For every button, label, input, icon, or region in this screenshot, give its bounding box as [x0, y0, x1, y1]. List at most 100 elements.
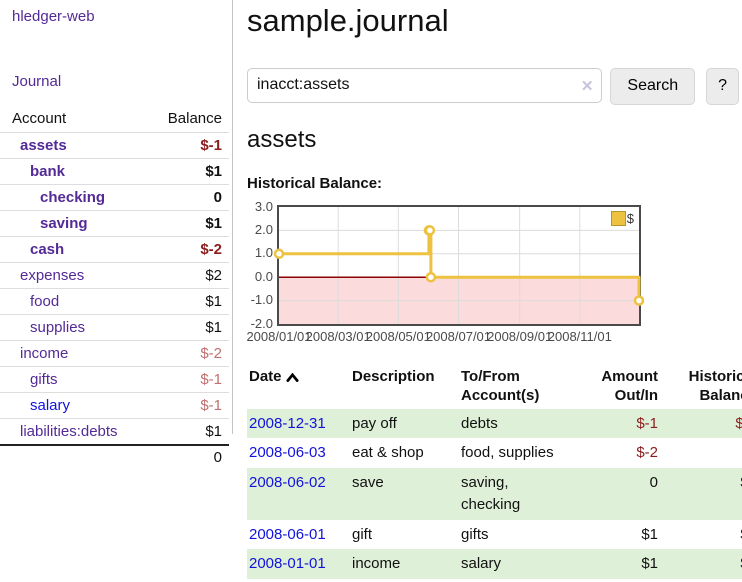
transaction-date-link[interactable]: 2008-06-01: [249, 525, 326, 543]
transaction-description: eat & shop: [352, 444, 424, 462]
account-link[interactable]: bank: [30, 163, 66, 180]
sidebar: hledger-web Journal Account Balance asse…: [0, 0, 233, 469]
accounts-total-row: 0: [0, 444, 229, 469]
search-bar: ✕ Search ?: [247, 67, 739, 105]
account-link[interactable]: supplies: [30, 319, 86, 336]
account-link[interactable]: liabilities:debts: [20, 423, 118, 440]
transaction-amount: $-2: [636, 444, 658, 462]
account-link[interactable]: checking: [40, 189, 106, 206]
register-header-row: Date Description To/From Account(s) Amou…: [247, 364, 742, 409]
account-row: saving $1: [0, 210, 229, 237]
account-balance: $-1: [141, 132, 229, 159]
account-row: expenses $2: [0, 262, 229, 289]
register-col-amount: Amount Out/In: [601, 367, 658, 405]
register-table: Date Description To/From Account(s) Amou…: [247, 364, 742, 580]
account-row: bank $1: [0, 158, 229, 185]
legend-swatch-icon: [610, 210, 626, 226]
account-link[interactable]: expenses: [20, 267, 85, 284]
transaction-description: gift: [352, 525, 373, 543]
account-row: gifts $-1: [0, 366, 229, 393]
account-heading: assets: [247, 125, 317, 153]
transaction-description: income: [352, 555, 401, 573]
transaction-accounts: debts: [461, 414, 498, 432]
y-tick-label: 3.0: [254, 198, 273, 214]
x-tick-label: 2008/05/01: [365, 328, 431, 344]
account-balance: $-2: [141, 236, 229, 263]
account-balance: $2: [141, 262, 229, 289]
search-button[interactable]: Search: [610, 67, 696, 105]
nav-journal-link[interactable]: Journal: [12, 73, 62, 90]
register-row: 2008-12-31 pay off debts $-1 $-1: [247, 408, 742, 439]
account-balance: $-2: [141, 340, 229, 367]
transaction-date-link[interactable]: 2008-12-31: [249, 414, 326, 432]
account-balance: $1: [141, 158, 229, 185]
transaction-balance: $2: [660, 520, 742, 550]
sort-ascending-icon: [285, 372, 299, 382]
y-tick-label: -1.0: [250, 292, 273, 308]
help-button[interactable]: ?: [706, 67, 739, 105]
x-tick-label: 2008/07/01: [425, 328, 492, 344]
register-col-accounts: To/From Account(s): [461, 367, 540, 405]
transaction-date-link[interactable]: 2008-06-02: [249, 474, 326, 492]
account-balance: $1: [141, 418, 229, 445]
account-balance: $1: [141, 314, 229, 341]
account-link[interactable]: gifts: [30, 371, 58, 388]
register-col-balance: Historical Balance: [688, 367, 742, 405]
transaction-accounts: salary: [461, 555, 502, 573]
account-link[interactable]: assets: [20, 137, 67, 154]
transaction-amount: $1: [641, 525, 658, 543]
clear-search-icon[interactable]: ✕: [580, 77, 594, 95]
account-balance: 0: [141, 184, 229, 211]
account-row: food $1: [0, 288, 229, 315]
account-link[interactable]: saving: [40, 215, 88, 232]
legend-label: $: [626, 210, 634, 226]
transaction-balance: $1: [660, 549, 742, 579]
transaction-date-link[interactable]: 2008-01-01: [249, 555, 326, 573]
search-input-wrap: ✕: [247, 67, 603, 103]
x-tick-label: 2008/01/01: [246, 328, 312, 344]
account-row: cash $-2: [0, 236, 229, 263]
transaction-balance: 0: [660, 438, 742, 468]
transaction-amount: $-1: [636, 414, 658, 432]
register-col-description: Description: [352, 367, 435, 385]
y-tick-label: 0.0: [254, 268, 273, 284]
account-row: income $-2: [0, 340, 229, 367]
account-link[interactable]: cash: [30, 241, 65, 258]
accounts-table: Account Balance assets $-1 bank $1 checking 0…: [0, 106, 229, 469]
x-tick-label: 2008/11/01: [547, 328, 612, 344]
account-row: salary $-1: [0, 392, 229, 419]
transaction-amount: 0: [649, 474, 658, 492]
search-input[interactable]: [247, 67, 603, 103]
y-tick-label: 1.0: [254, 245, 273, 261]
chart-title: Historical Balance:: [247, 174, 383, 192]
transaction-accounts: saving, checking: [461, 474, 521, 513]
app-brand-link[interactable]: hledger-web: [12, 8, 95, 25]
register-row: 2008-06-01 gift gifts $1$2: [247, 520, 742, 550]
accounts-header-row: Account Balance: [0, 106, 229, 133]
transaction-date-link[interactable]: 2008-06-03: [249, 444, 326, 462]
account-balance: $-1: [141, 366, 229, 393]
account-row: supplies $1: [0, 314, 229, 341]
transaction-balance: $-1: [735, 414, 742, 432]
x-tick-label: 2008/03/01: [305, 328, 371, 344]
account-link[interactable]: salary: [30, 397, 71, 414]
register-row: 2008-06-02 save saving, checking 0$2: [247, 468, 742, 520]
transaction-balance: $2: [660, 468, 742, 520]
register-row: 2008-06-03 eat & shop food, supplies $-20: [247, 438, 742, 468]
account-link[interactable]: food: [30, 293, 60, 310]
register-row: 2008-01-01 income salary $1$1: [247, 549, 742, 580]
chart-canvas: [273, 206, 645, 324]
account-balance: $1: [141, 288, 229, 315]
transaction-amount: $1: [641, 555, 658, 573]
accounts-col-balance: Balance: [167, 110, 222, 127]
y-tick-label: -2.0: [250, 315, 273, 331]
account-row: assets $-1: [0, 132, 229, 159]
transaction-description: save: [352, 474, 384, 492]
account-link[interactable]: income: [20, 345, 69, 362]
transaction-accounts: gifts: [461, 525, 489, 543]
x-tick-label: 2008/09/01: [487, 328, 553, 344]
chart-plot-area: $: [273, 204, 645, 326]
register-col-date[interactable]: Date: [247, 364, 350, 409]
account-balance: $1: [141, 210, 229, 237]
transaction-accounts: food, supplies: [461, 444, 554, 462]
